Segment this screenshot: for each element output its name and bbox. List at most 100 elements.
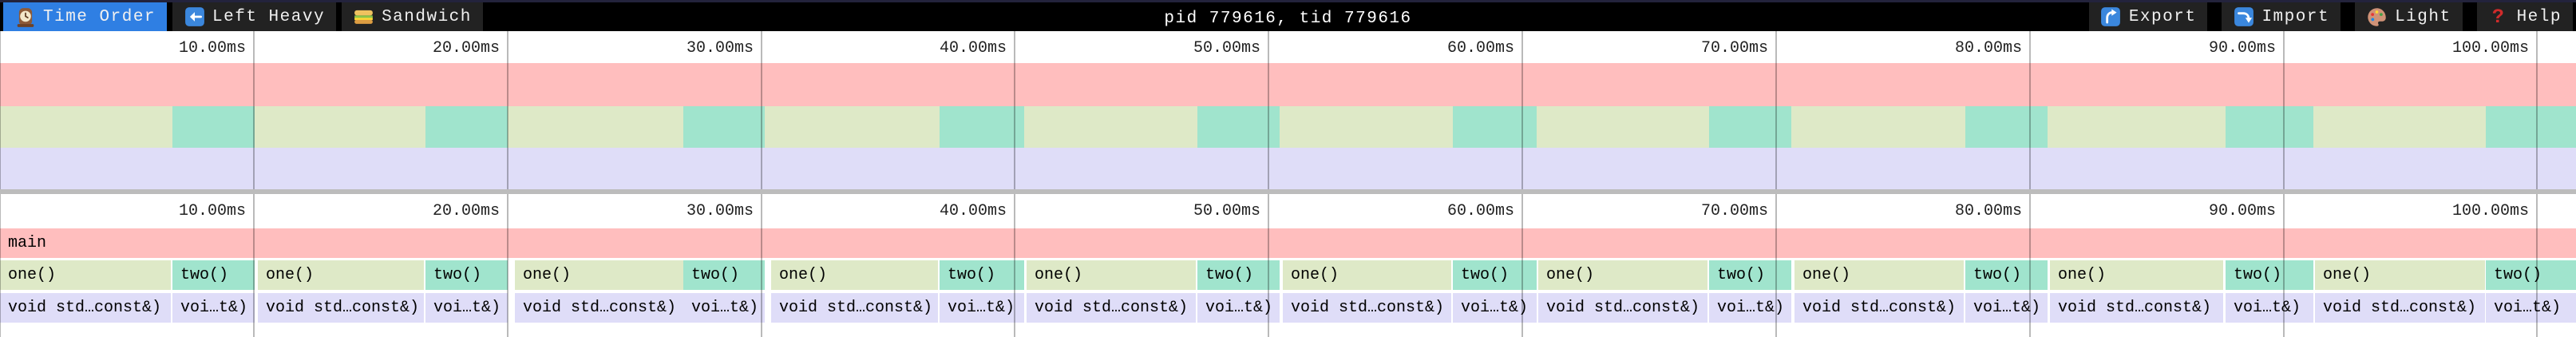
minimap-two-segment: [1709, 106, 1791, 148]
minimap-tick-label: 10.00ms: [178, 39, 246, 57]
frame-two[interactable]: two(): [172, 260, 255, 290]
frame-one[interactable]: one(): [1538, 260, 1707, 290]
minimap-tick-label: 20.00ms: [432, 39, 500, 57]
frame-voi-t[interactable]: voi…t&): [1965, 293, 2048, 323]
frame-voi-t[interactable]: voi…t&): [2226, 293, 2313, 323]
frame-one[interactable]: one(): [1283, 260, 1451, 290]
tab-time-order[interactable]: Time Order: [3, 2, 168, 31]
frame-one[interactable]: one(): [258, 260, 424, 290]
minimap-tick-label: 40.00ms: [939, 39, 1007, 57]
minimap-tick-label: 60.00ms: [1446, 39, 1514, 57]
tab-sandwich-label: Sandwich: [382, 7, 472, 26]
sandwich-icon: [353, 6, 374, 28]
toolbar: Time Order Left Heavy Sandwich pid 77961…: [0, 0, 2576, 31]
minimap-calls-band: [0, 106, 2576, 148]
chart-tick-label: 100.00ms: [2451, 202, 2529, 220]
action-theme-label: Light: [2395, 7, 2451, 26]
frame-two[interactable]: two(): [1709, 260, 1791, 290]
frame-voi-t[interactable]: voi…t&): [1453, 293, 1537, 323]
minimap-two-segment: [683, 106, 765, 148]
chart-tick-label: 90.00ms: [2208, 202, 2276, 220]
frame-voi-t[interactable]: voi…t&): [2486, 293, 2576, 323]
frame-voi-t[interactable]: voi…t&): [1709, 293, 1791, 323]
frame-void-std-const[interactable]: void std…const&): [258, 293, 424, 323]
minimap-tick-label: 100.00ms: [2451, 39, 2529, 57]
minimap-main-band: [0, 63, 2576, 106]
frame-two[interactable]: two(): [1197, 260, 1280, 290]
frame-void-std-const[interactable]: void std…const&): [1283, 293, 1451, 323]
frame-void-std-const[interactable]: void std…const&): [771, 293, 938, 323]
minimap-two-segment: [2226, 106, 2313, 148]
frame-voi-t[interactable]: voi…t&): [940, 293, 1024, 323]
frame-void-std-const[interactable]: void std…const&): [1538, 293, 1707, 323]
frame-one[interactable]: one(): [2050, 260, 2223, 290]
chart-tick-label: 30.00ms: [686, 202, 754, 220]
frame-two[interactable]: two(): [2486, 260, 2576, 290]
minimap-two-segment: [1453, 106, 1537, 148]
toolbar-actions: Export Import Light? Help: [2088, 2, 2573, 31]
frame-voi-t[interactable]: voi…t&): [683, 293, 765, 323]
minimap-two-segment: [425, 106, 508, 148]
frame-two[interactable]: two(): [1453, 260, 1537, 290]
tab-sandwich[interactable]: Sandwich: [342, 2, 483, 31]
frame-two[interactable]: two(): [425, 260, 508, 290]
frame-one[interactable]: one(): [0, 260, 171, 290]
tab-left-heavy[interactable]: Left Heavy: [172, 2, 337, 31]
chart-tick-label: 70.00ms: [1700, 202, 1768, 220]
action-import[interactable]: Import: [2222, 2, 2341, 31]
minimap-two-segment: [2486, 106, 2576, 148]
frame-two[interactable]: two(): [683, 260, 765, 290]
action-export-label: Export: [2128, 7, 2197, 26]
action-help[interactable]: ? Help: [2476, 2, 2573, 31]
import-icon: [2233, 6, 2254, 28]
minimap-tick-label: 80.00ms: [1954, 39, 2022, 57]
flamechart[interactable]: main one() two() one() two() one() two() one() t…: [0, 194, 2576, 337]
palette-icon: [2366, 6, 2388, 28]
minimap-leaf-band: [0, 148, 2576, 189]
minimap-two-segment: [172, 106, 255, 148]
chart-tick-label: 60.00ms: [1446, 202, 1514, 220]
chart-tick-label: 20.00ms: [432, 202, 500, 220]
action-theme[interactable]: Light: [2355, 2, 2463, 31]
chart-tick-label: 10.00ms: [178, 202, 246, 220]
frame-one[interactable]: one(): [2315, 260, 2485, 290]
frame-void-std-const[interactable]: void std…const&): [0, 293, 171, 323]
tab-time-order-label: Time Order: [43, 7, 156, 26]
minimap-tick-label: 70.00ms: [1700, 39, 1768, 57]
frame-voi-t[interactable]: voi…t&): [172, 293, 255, 323]
minimap-tick-label: 90.00ms: [2208, 39, 2276, 57]
view-tabs: Time Order Left Heavy Sandwich: [3, 2, 483, 31]
page-title: pid 779616, tid 779616: [1164, 10, 1412, 28]
frame-two[interactable]: two(): [2226, 260, 2313, 290]
minimap[interactable]: 10.00ms 20.00ms 30.00ms 40.00ms 50.00ms 60.00…: [0, 31, 2576, 190]
question-icon: ?: [2491, 5, 2506, 29]
frame-main[interactable]: main: [0, 228, 2576, 258]
frame-void-std-const[interactable]: void std…const&): [1794, 293, 1964, 323]
tab-left-heavy-label: Left Heavy: [212, 7, 326, 26]
frame-two[interactable]: two(): [1965, 260, 2048, 290]
frame-one[interactable]: one(): [771, 260, 938, 290]
frame-void-std-const[interactable]: void std…const&): [2050, 293, 2223, 323]
minimap-two-segment: [1965, 106, 2048, 148]
frame-void-std-const[interactable]: void std…const&): [1027, 293, 1196, 323]
action-help-label: Help: [2516, 7, 2562, 26]
frame-two[interactable]: two(): [940, 260, 1024, 290]
export-icon: [2100, 6, 2122, 28]
minimap-tick-label: 30.00ms: [686, 39, 754, 57]
frame-one[interactable]: one(): [515, 260, 684, 290]
minimap-two-segment: [1197, 106, 1280, 148]
left-arrow-icon: [184, 6, 205, 28]
minimap-two-segment: [940, 106, 1024, 148]
chart-tick-label: 40.00ms: [939, 202, 1007, 220]
minimap-tick-label: 50.00ms: [1193, 39, 1260, 57]
frame-one[interactable]: one(): [1027, 260, 1196, 290]
frame-voi-t[interactable]: voi…t&): [1197, 293, 1280, 323]
chart-tick-label: 50.00ms: [1193, 202, 1260, 220]
frame-one[interactable]: one(): [1794, 260, 1964, 290]
section-divider: [0, 189, 2576, 194]
clock-icon: [14, 6, 36, 28]
frame-void-std-const[interactable]: void std…const&): [2315, 293, 2485, 323]
action-export[interactable]: Export: [2088, 2, 2208, 31]
frame-void-std-const[interactable]: void std…const&): [515, 293, 684, 323]
frame-voi-t[interactable]: voi…t&): [425, 293, 508, 323]
